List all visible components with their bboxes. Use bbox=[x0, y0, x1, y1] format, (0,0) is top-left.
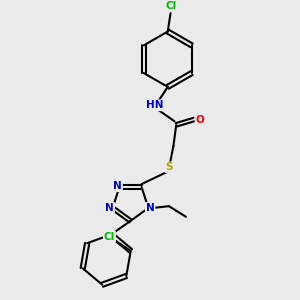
Text: O: O bbox=[196, 115, 204, 124]
Text: Cl: Cl bbox=[166, 1, 177, 11]
Text: Cl: Cl bbox=[104, 232, 115, 242]
Text: N: N bbox=[105, 203, 114, 213]
Text: N: N bbox=[146, 203, 154, 213]
Text: S: S bbox=[165, 162, 173, 172]
Text: N: N bbox=[113, 181, 122, 191]
Text: HN: HN bbox=[146, 100, 163, 110]
